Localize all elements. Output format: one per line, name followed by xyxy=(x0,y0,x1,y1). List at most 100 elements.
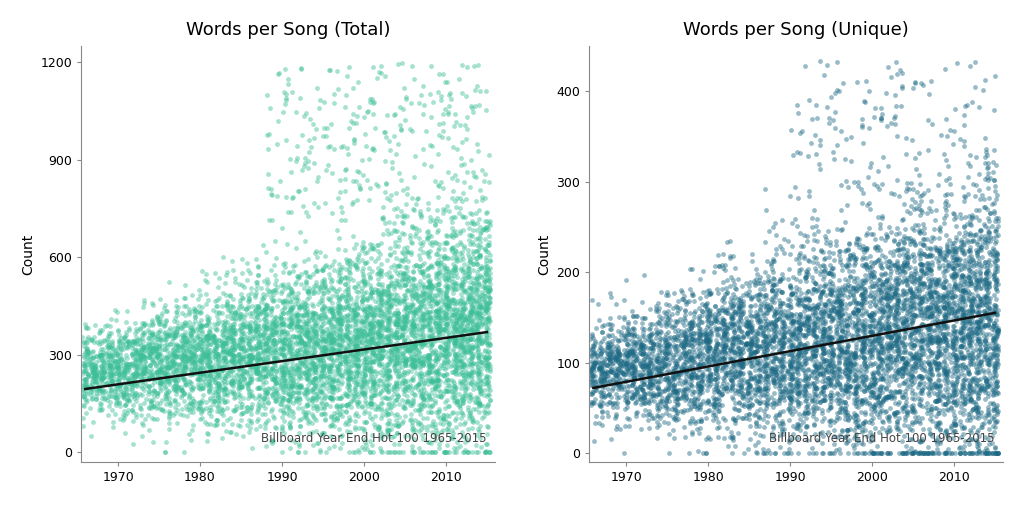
Point xyxy=(708,365,724,373)
Point xyxy=(758,334,774,342)
Point xyxy=(835,327,851,335)
Point xyxy=(263,369,280,377)
Point xyxy=(193,371,209,379)
Point xyxy=(364,344,380,352)
Point xyxy=(266,354,283,362)
Point xyxy=(915,449,932,457)
Point xyxy=(281,390,297,398)
Point xyxy=(452,323,468,331)
Point xyxy=(847,321,863,329)
Point xyxy=(936,283,952,291)
Point xyxy=(640,396,656,405)
Point xyxy=(894,403,910,412)
Point xyxy=(445,243,462,251)
Point xyxy=(333,342,349,350)
Point xyxy=(934,319,950,327)
Point xyxy=(96,354,113,362)
Point xyxy=(692,382,709,390)
Point xyxy=(469,369,485,377)
Point xyxy=(798,359,814,367)
Point xyxy=(764,286,780,294)
Point xyxy=(430,87,446,95)
Point xyxy=(282,379,298,387)
Point xyxy=(814,383,830,391)
Point xyxy=(890,279,906,287)
Point xyxy=(288,333,304,341)
Point xyxy=(284,358,300,366)
Point xyxy=(905,300,922,308)
Point xyxy=(653,347,670,356)
Point xyxy=(379,367,395,375)
Point xyxy=(969,388,985,396)
Point xyxy=(691,400,708,408)
Point xyxy=(283,381,299,389)
Point xyxy=(853,399,869,408)
Point xyxy=(267,396,284,404)
Point xyxy=(854,282,870,290)
Point xyxy=(898,233,914,241)
Point xyxy=(634,324,650,332)
Point xyxy=(378,394,394,402)
Point xyxy=(929,321,945,329)
Point xyxy=(669,389,685,397)
Point xyxy=(424,333,440,341)
Point xyxy=(244,392,260,400)
Point xyxy=(604,359,621,367)
Point xyxy=(271,69,288,77)
Point xyxy=(375,312,391,320)
Point xyxy=(772,335,788,343)
Point xyxy=(749,377,765,385)
Point xyxy=(945,398,962,406)
Point xyxy=(136,366,153,374)
Point xyxy=(479,391,496,399)
Point xyxy=(115,416,131,424)
Point xyxy=(453,321,469,329)
Point xyxy=(224,339,241,347)
Point xyxy=(297,237,313,245)
Point xyxy=(356,281,373,289)
Point xyxy=(327,409,343,417)
Point xyxy=(968,153,984,161)
Point xyxy=(101,332,118,340)
Point xyxy=(896,421,912,429)
Point xyxy=(957,228,974,236)
Point xyxy=(151,378,167,386)
Point xyxy=(830,336,847,344)
Point xyxy=(804,115,820,123)
Point xyxy=(812,267,828,275)
Point xyxy=(274,319,291,327)
Point xyxy=(890,274,906,282)
Point xyxy=(956,352,973,360)
Point xyxy=(304,376,321,384)
Point xyxy=(741,346,758,354)
Point xyxy=(805,285,821,293)
Point xyxy=(407,152,423,160)
Point xyxy=(167,314,183,322)
Point xyxy=(404,223,421,231)
Point xyxy=(913,395,930,403)
Point xyxy=(988,324,1005,332)
Point xyxy=(952,388,969,396)
Point xyxy=(119,362,135,370)
Point xyxy=(257,307,273,315)
Point xyxy=(765,255,781,263)
Point xyxy=(915,383,932,391)
Point xyxy=(816,307,833,315)
Point xyxy=(659,337,676,345)
Point xyxy=(739,329,756,337)
Point xyxy=(369,355,385,363)
Point xyxy=(609,422,626,430)
Point xyxy=(334,208,350,216)
Point xyxy=(932,336,948,344)
Point xyxy=(963,162,979,170)
Point xyxy=(649,357,666,365)
Point xyxy=(371,331,387,339)
Point xyxy=(874,302,891,310)
Point xyxy=(355,409,372,417)
Point xyxy=(342,309,358,317)
Point xyxy=(584,363,600,371)
Point xyxy=(421,437,437,445)
Point xyxy=(931,335,947,343)
Point xyxy=(255,364,271,372)
Point xyxy=(378,341,394,349)
